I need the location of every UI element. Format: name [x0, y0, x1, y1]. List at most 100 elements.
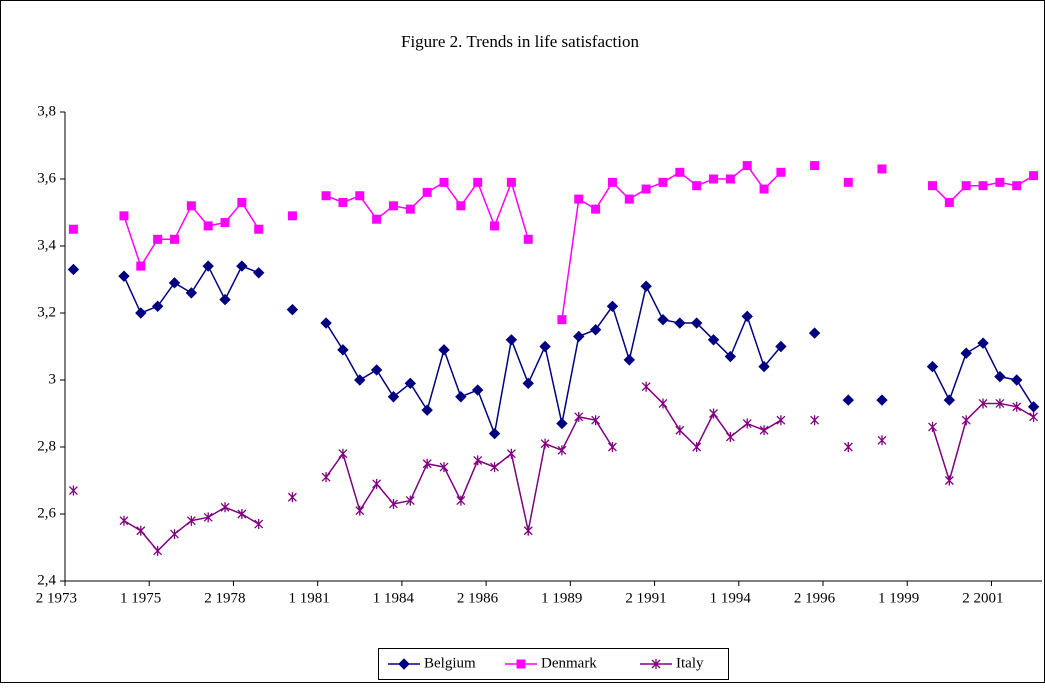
data-point [68, 485, 78, 496]
legend-marker [398, 658, 410, 670]
data-point [995, 177, 1005, 187]
data-point [236, 260, 248, 272]
y-tick-label: 3,6 [37, 170, 56, 186]
data-point [1012, 181, 1022, 191]
data-point [119, 515, 129, 526]
data-point [219, 293, 231, 306]
data-point [994, 370, 1006, 383]
data-point [153, 545, 163, 556]
data-point [389, 498, 398, 509]
data-point [707, 334, 720, 346]
data-point [607, 442, 617, 452]
data-point [170, 529, 179, 540]
data-point [978, 181, 988, 191]
data-point [153, 234, 163, 244]
data-point [135, 307, 147, 319]
legend-label: Belgium [424, 655, 476, 671]
data-point [977, 337, 989, 349]
data-point [944, 475, 954, 486]
data-point [810, 161, 820, 171]
x-tick-label: 2 1991 [625, 590, 666, 606]
data-point [843, 442, 853, 452]
data-point [523, 525, 533, 536]
data-point [928, 421, 937, 432]
data-point [961, 181, 971, 191]
y-tick-label: 2,6 [37, 505, 56, 521]
data-point [438, 344, 450, 356]
y-tick-label: 3,2 [37, 304, 56, 320]
data-point [640, 280, 652, 292]
data-point [136, 261, 146, 271]
data-point [961, 415, 971, 426]
data-point [709, 174, 719, 184]
data-point [422, 458, 432, 469]
data-point [456, 201, 466, 211]
data-point [1029, 171, 1039, 181]
data-point [557, 315, 567, 325]
data-point [387, 391, 400, 403]
data-point [709, 408, 718, 419]
data-point [490, 221, 500, 231]
data-point [624, 194, 634, 204]
data-point [186, 515, 196, 526]
data-point [742, 418, 752, 429]
data-point [658, 398, 668, 409]
y-tick-label: 2,8 [37, 438, 56, 454]
data-point [591, 415, 601, 426]
data-point [337, 344, 349, 356]
x-tick-label: 1 1975 [120, 590, 161, 606]
data-point [574, 411, 584, 422]
data-point [439, 462, 449, 473]
data-point [370, 364, 383, 376]
data-point [876, 394, 888, 406]
data-point [354, 374, 366, 386]
data-point [758, 360, 770, 373]
data-point [490, 462, 500, 473]
data-point [725, 431, 735, 442]
data-point [405, 204, 415, 214]
data-point [338, 448, 348, 459]
data-point [136, 525, 146, 536]
data-point [321, 472, 331, 483]
data-point [455, 391, 467, 403]
data-point [675, 425, 685, 436]
data-point [675, 167, 685, 177]
data-point [943, 394, 956, 406]
data-point [589, 324, 602, 336]
legend-marker [651, 659, 661, 669]
data-point [810, 415, 820, 426]
data-point [1012, 401, 1022, 412]
x-tick-label: 2 1986 [457, 590, 499, 606]
data-point [556, 417, 568, 430]
data-point [254, 224, 264, 234]
data-point [775, 340, 787, 353]
data-point [237, 197, 247, 207]
data-point [657, 313, 669, 326]
y-tick-label: 3,4 [37, 237, 56, 253]
data-point [574, 194, 584, 204]
legend-label: Denmark [541, 655, 597, 671]
data-point [522, 377, 534, 390]
data-point [540, 438, 550, 449]
y-tick-label: 3 [49, 371, 57, 387]
x-tick-label: 1 1981 [288, 590, 329, 606]
data-point [926, 360, 939, 373]
data-point [808, 327, 821, 339]
data-point [220, 502, 230, 513]
data-point [456, 495, 466, 506]
data-point [119, 211, 129, 221]
data-point [372, 214, 382, 224]
data-point [506, 448, 516, 459]
x-tick-label: 1 1994 [710, 590, 752, 606]
data-point [421, 404, 433, 416]
data-point [422, 187, 432, 197]
data-point [355, 191, 365, 201]
x-tick-label: 1 1984 [373, 590, 415, 606]
data-point [995, 398, 1005, 409]
legend-label: Italy [676, 655, 704, 671]
data-point [776, 167, 786, 177]
data-point [759, 184, 769, 194]
data-point [404, 377, 417, 390]
data-point [690, 317, 703, 329]
